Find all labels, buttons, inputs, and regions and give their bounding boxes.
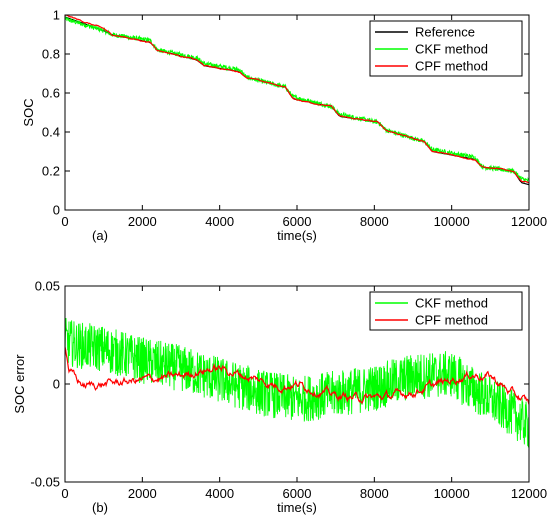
- y-axis-label: SOC: [21, 98, 36, 126]
- legend-entry: CKF method: [415, 296, 488, 311]
- y-tick-label: 0.05: [35, 279, 60, 294]
- legend-box: [369, 291, 523, 331]
- series-line-cpf-method: [65, 15, 529, 184]
- y-tick-label: 0: [53, 377, 60, 392]
- legend-entry: CKF method: [415, 42, 488, 57]
- y-tick-label: 0.4: [42, 125, 60, 140]
- legend: CKF method CPF method: [369, 291, 523, 331]
- y-tick-label: 0.6: [42, 86, 60, 101]
- legend: Reference CKF method CPF method: [369, 20, 523, 77]
- x-tick-label: 6000: [283, 486, 312, 501]
- x-tick-label: 2000: [128, 214, 157, 229]
- y-axis-label: SOC error: [12, 354, 27, 414]
- x-tick-label: 8000: [360, 486, 389, 501]
- series-line-cpf-method: [65, 346, 529, 405]
- x-axis-label: time(s): [277, 228, 317, 243]
- panel-label: (b): [92, 500, 108, 515]
- x-tick-label: 10000: [434, 486, 470, 501]
- y-tick-label: 0: [53, 203, 60, 218]
- y-tick-label: -0.05: [30, 475, 60, 490]
- x-tick-label: 6000: [283, 214, 312, 229]
- x-axis-label: time(s): [277, 500, 317, 515]
- series-group: [65, 317, 529, 448]
- y-tick-label: 0.2: [42, 164, 60, 179]
- x-tick-label: 4000: [205, 486, 234, 501]
- legend-entry: Reference: [415, 25, 475, 40]
- legend-entry: CPF method: [415, 59, 488, 74]
- x-tick-label: 0: [61, 486, 68, 501]
- panel-label: (a): [92, 228, 108, 243]
- x-tick-label: 10000: [434, 214, 470, 229]
- x-tick-label: 4000: [205, 214, 234, 229]
- series-group: [65, 15, 529, 186]
- y-tick-label: 1: [53, 8, 60, 23]
- x-tick-label: 12000: [511, 486, 547, 501]
- legend-entry: CPF method: [415, 313, 488, 328]
- x-tick-label: 0: [61, 214, 68, 229]
- series-line-ckf-method: [65, 317, 529, 448]
- y-tick-label: 0.8: [42, 47, 60, 62]
- x-tick-label: 12000: [511, 214, 547, 229]
- x-tick-label: 2000: [128, 486, 157, 501]
- soc-error-chart-panel: 0 2000 4000 6000 8000 10000 12000-0.0500.05tim…: [12, 279, 547, 516]
- x-tick-label: 8000: [360, 214, 389, 229]
- soc-chart-panel: 0 2000 4000 6000 8000 10000 12000 0 0.2 0.4 0.6 0.8…: [21, 8, 547, 244]
